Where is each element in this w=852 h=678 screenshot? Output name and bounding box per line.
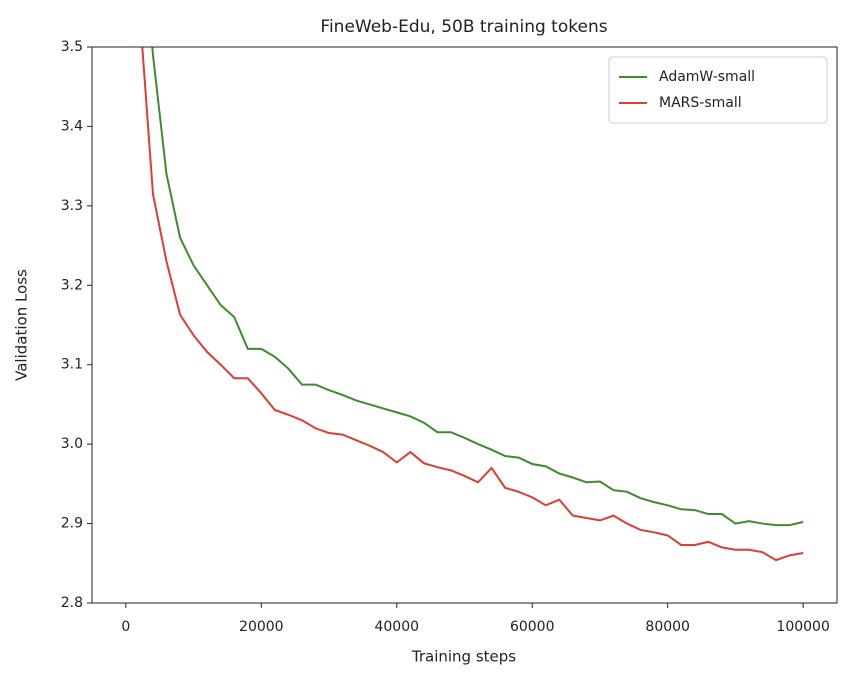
legend-label: MARS-small: [659, 95, 742, 111]
x-tick-label: 0: [121, 619, 130, 635]
y-tick-label: 3.5: [61, 39, 83, 55]
x-tick-label: 80000: [645, 619, 690, 635]
y-tick-label: 3.3: [61, 198, 83, 214]
x-axis-label: Training steps: [411, 648, 516, 666]
y-tick-label: 3.0: [61, 436, 83, 452]
y-tick-label: 3.2: [61, 277, 83, 293]
x-tick-label: 60000: [510, 619, 555, 635]
y-tick-label: 2.8: [61, 595, 83, 611]
legend-box: [608, 56, 828, 124]
chart-title: FineWeb-Edu, 50B training tokens: [320, 17, 607, 37]
x-tick-label: 40000: [374, 619, 419, 635]
y-axis-label: Validation Loss: [13, 269, 31, 381]
data-line: [141, 47, 804, 562]
plot-lines: [141, 47, 804, 562]
y-tick-label: 2.9: [61, 516, 83, 532]
plot-frame: [91, 46, 838, 604]
y-tick-label: 3.1: [61, 357, 83, 373]
legend-label: AdamW-small: [659, 69, 755, 85]
y-tick-label: 3.4: [61, 118, 83, 134]
x-tick-label: 20000: [239, 619, 284, 635]
data-line: [151, 47, 804, 527]
x-tick-label: 100000: [776, 619, 829, 635]
